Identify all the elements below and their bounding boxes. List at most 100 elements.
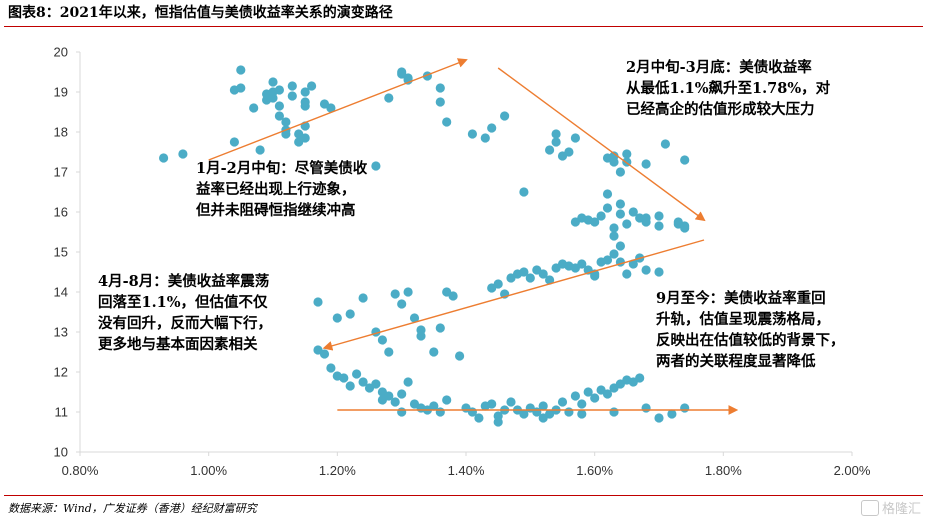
data-point	[654, 413, 664, 423]
annotation-line: 从最低1.1%飙升至1.78%，对	[626, 80, 831, 97]
data-point	[371, 379, 381, 389]
data-point	[390, 289, 400, 299]
data-point	[609, 249, 619, 259]
data-point	[680, 223, 690, 233]
data-point	[397, 299, 407, 309]
data-point	[403, 73, 413, 83]
x-tick-label: 1.00%	[190, 463, 227, 478]
data-point	[628, 207, 638, 217]
data-point	[384, 391, 394, 401]
data-point	[403, 377, 413, 387]
data-point	[300, 133, 310, 143]
data-point	[564, 147, 574, 157]
data-point	[313, 297, 323, 307]
data-point	[641, 159, 651, 169]
x-tick-label: 2.00%	[834, 463, 871, 478]
data-point	[609, 231, 619, 241]
data-point	[474, 413, 484, 423]
footer-divider	[4, 495, 923, 496]
data-point	[570, 391, 581, 401]
data-point	[442, 117, 452, 127]
annotation-line: 已经高企的估值形成较大压力	[626, 101, 815, 118]
data-point	[326, 363, 336, 373]
data-point	[615, 241, 626, 251]
data-point	[435, 83, 445, 93]
data-point	[274, 101, 284, 111]
data-point	[545, 145, 555, 155]
annotation-line: 益率已经出现上行迹象，	[196, 181, 356, 198]
trend-arrow	[497, 67, 706, 222]
data-point	[480, 133, 490, 143]
data-point	[435, 97, 445, 107]
data-point	[602, 189, 613, 199]
x-tick-label: 1.80%	[705, 463, 742, 478]
data-point	[641, 265, 651, 275]
y-tick-label: 14	[54, 285, 68, 300]
data-point	[500, 111, 510, 121]
data-point	[622, 149, 632, 159]
data-point	[538, 401, 548, 411]
data-point	[159, 153, 169, 163]
data-point	[358, 293, 368, 303]
data-point	[570, 133, 581, 143]
y-tick-label: 12	[54, 365, 68, 380]
watermark: 格隆汇	[860, 498, 921, 518]
data-point	[590, 217, 600, 227]
data-point	[384, 347, 394, 357]
data-point	[300, 97, 310, 107]
annotation-line: 2月中旬-3月底：美债收益率	[626, 59, 812, 76]
data-point	[680, 155, 690, 165]
annotation-sep-now: 9月至今：美债收益率重回 升轨，估值呈现震荡格局， 反映出在估值较低的背景下， …	[656, 288, 845, 372]
data-point	[667, 409, 677, 419]
data-point	[371, 161, 381, 171]
data-point	[609, 407, 619, 417]
data-point	[300, 87, 310, 97]
data-point	[641, 403, 651, 413]
data-point	[519, 267, 529, 277]
annotation-line: 反映出在估值较低的背景下，	[656, 332, 845, 349]
data-point	[236, 83, 246, 93]
data-point	[635, 373, 645, 383]
data-point	[525, 273, 535, 283]
data-point	[281, 117, 291, 127]
y-tick-label: 11	[55, 405, 69, 420]
data-point	[557, 397, 568, 407]
data-point	[538, 269, 548, 279]
data-point	[654, 211, 664, 221]
data-point	[654, 267, 664, 277]
y-tick-label: 18	[54, 125, 68, 140]
annotation-line: 两者的关联程度显著降低	[656, 353, 816, 370]
data-point	[178, 149, 188, 159]
watermark-logo-icon	[860, 500, 879, 516]
y-tick-label: 19	[54, 85, 68, 100]
data-point	[319, 349, 330, 359]
data-point	[397, 407, 407, 417]
data-point	[455, 351, 465, 361]
data-point	[435, 407, 445, 417]
data-point	[326, 103, 336, 113]
trend-arrow	[322, 239, 705, 351]
data-point	[448, 291, 458, 301]
data-point	[622, 269, 632, 279]
data-point	[281, 129, 291, 139]
data-point	[493, 279, 503, 289]
data-point	[519, 187, 529, 197]
data-point	[268, 77, 278, 87]
data-point	[397, 389, 407, 399]
data-point	[229, 137, 239, 147]
data-point	[435, 323, 445, 333]
data-point	[602, 389, 613, 399]
data-point	[596, 211, 606, 221]
data-point	[352, 369, 362, 379]
data-point	[654, 221, 664, 231]
data-point	[564, 407, 574, 417]
data-point	[429, 347, 439, 357]
x-tick-label: 0.80%	[62, 463, 99, 478]
title-divider	[4, 26, 923, 27]
data-point	[609, 157, 619, 167]
data-point	[467, 129, 477, 139]
data-point	[249, 103, 259, 113]
data-point	[236, 65, 246, 75]
annotation-line: 4月-8月：美债收益率震荡	[98, 273, 270, 290]
